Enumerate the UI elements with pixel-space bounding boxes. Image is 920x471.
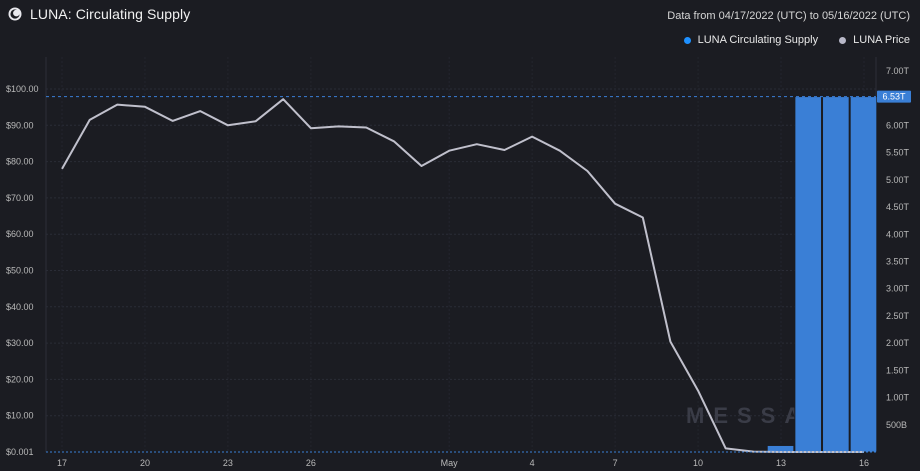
legend-item-luna-price[interactable]: LUNA Price [839, 34, 910, 46]
y-tick-right: 1.00T [886, 393, 910, 403]
x-tick: 10 [693, 458, 703, 468]
x-tick: 26 [306, 458, 316, 468]
chart-title: LUNA: Circulating Supply [30, 6, 191, 22]
y-tick-right: 3.50T [886, 257, 910, 267]
y-tick-right: 5.00T [886, 175, 910, 185]
chart-legend: LUNA Circulating Supply LUNA Price [666, 34, 910, 50]
x-tick: May [441, 458, 459, 468]
y-tick-right: 7.00T [886, 66, 910, 76]
chart-header: LUNA: Circulating Supply Data from 04/17… [0, 0, 920, 30]
x-tick: 13 [776, 458, 786, 468]
x-tick: 7 [613, 458, 618, 468]
legend-item-circulating-supply[interactable]: LUNA Circulating Supply [683, 34, 819, 46]
luna-coin-icon [8, 7, 22, 21]
y-tick-right: 5.50T [886, 148, 910, 158]
y-tick-left: $40.00 [6, 302, 34, 312]
price-line [61, 98, 864, 453]
y-tick-right: 4.50T [886, 202, 910, 212]
y-tick-right: 500B [886, 420, 907, 430]
x-tick: 23 [223, 458, 233, 468]
x-tick: 20 [140, 458, 150, 468]
y-tick-left: $30.00 [6, 338, 34, 348]
y-tick-right: 4.00T [886, 229, 910, 239]
y-tick-right: 6.00T [886, 120, 910, 130]
legend-dot-icon [683, 36, 691, 44]
supply-bar [849, 96, 878, 453]
y-tick-left: $10.00 [6, 411, 34, 421]
y-tick-left: $100.00 [6, 84, 39, 94]
y-tick-left: $70.00 [6, 193, 34, 203]
y-tick-right: 1.50T [886, 365, 910, 375]
legend-label: LUNA Price [853, 34, 910, 46]
y-tick-right: 2.00T [886, 338, 910, 348]
x-tick: 16 [859, 458, 869, 468]
y-tick-left: $0.001 [6, 447, 34, 457]
x-tick: 4 [530, 458, 535, 468]
y-tick-right: 3.00T [886, 284, 910, 294]
current-value-label: 6.53T [882, 92, 906, 102]
supply-bar [822, 96, 850, 453]
legend-label: LUNA Circulating Supply [697, 34, 819, 46]
y-tick-right: 2.50T [886, 311, 910, 321]
current-value-badge [877, 90, 911, 103]
y-tick-left: $60.00 [6, 229, 34, 239]
y-tick-left: $90.00 [6, 120, 34, 130]
y-tick-left: $50.00 [6, 266, 34, 276]
supply-bar [794, 96, 823, 453]
date-range-label: Data from 04/17/2022 (UTC) to 05/16/2022… [667, 10, 910, 22]
y-tick-left: $80.00 [6, 157, 34, 167]
legend-dot-icon [839, 36, 847, 44]
y-tick-left: $20.00 [6, 374, 34, 384]
x-tick: 17 [57, 458, 67, 468]
